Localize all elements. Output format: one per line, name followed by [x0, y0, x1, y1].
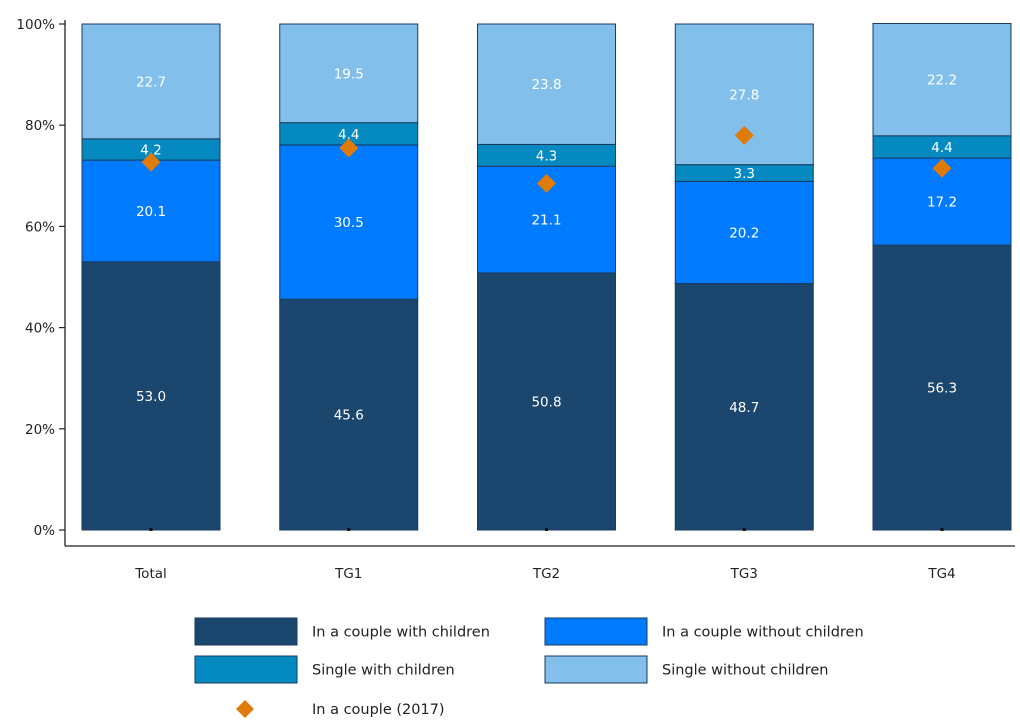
legend-label-marker: In a couple (2017) [312, 702, 445, 718]
legend-label-3: Single without children [662, 663, 828, 679]
bar-segment-TG3-1 [674, 180, 814, 285]
data-label-TG4-1: 17.2 [927, 195, 957, 211]
data-label-TG1-3: 19.5 [334, 66, 364, 82]
y-tick-label-4: 80% [25, 118, 55, 134]
bar-group-TG4: 56.3 17.2 4.4 22.2 [872, 22, 1012, 531]
bar-segment-TG4-3 [872, 22, 1012, 137]
bar-base-tick-TG2 [545, 528, 548, 531]
bar-segment-Total-1 [81, 159, 221, 263]
data-label-TG4-2: 4.4 [931, 140, 952, 156]
data-label-Total-3: 22.7 [136, 74, 166, 90]
bar-base-tick-TG1 [347, 528, 351, 531]
bar-segment-Total-3 [81, 23, 221, 140]
legend-item-3: Single without children [544, 655, 828, 684]
legend-swatch-1 [544, 617, 648, 646]
x-axis: Total TG1 TG2 TG3 TG4 [65, 545, 1015, 582]
data-label-TG1-0: 45.6 [334, 408, 364, 424]
data-label-Total-0: 53.0 [136, 389, 166, 405]
bar-group-TG1: 45.6 30.5 4.4 19.5 [279, 23, 419, 531]
legend-swatch-2 [194, 655, 298, 684]
y-tick-label-1: 20% [25, 422, 55, 438]
marker-TG3 [734, 125, 754, 145]
data-label-TG1-1: 30.5 [334, 215, 364, 231]
bar-segment-TG1-3 [279, 23, 419, 124]
y-tick-label-0: 0% [34, 523, 56, 539]
x-tick-label-TG3: TG3 [730, 566, 758, 582]
marker-TG2 [537, 173, 556, 193]
data-label-TG2-3: 23.8 [531, 77, 561, 93]
bar-segment-TG4-0 [872, 244, 1012, 531]
data-label-TG2-0: 50.8 [531, 394, 561, 410]
bar-group-TG3: 48.7 20.2 3.3 27.8 [674, 23, 814, 531]
data-label-TG4-3: 22.2 [927, 73, 957, 89]
legend-item-marker: In a couple (2017) [236, 700, 445, 718]
y-tick-label-5: 100% [16, 17, 55, 33]
legend-marker-diamond [236, 700, 254, 718]
marker-Total [141, 152, 161, 172]
bar-segment-TG1-1 [279, 144, 419, 300]
bar-base-tick-Total [149, 528, 153, 531]
x-tick-label-TG2: TG2 [532, 566, 560, 582]
bar-segment-TG3-0 [674, 283, 814, 531]
data-label-TG4-0: 56.3 [927, 381, 957, 397]
legend-item-1: In a couple without children [544, 617, 864, 646]
legend-item-0: In a couple with children [194, 617, 490, 646]
x-tick-label-Total: Total [134, 566, 167, 582]
bars: 53.0 20.1 4.2 22.7 45.6 30.5 4.4 19.5 50.8 21.1 4.… [81, 22, 1012, 531]
legend-label-2: Single with children [312, 663, 455, 679]
data-label-Total-1: 20.1 [136, 204, 166, 220]
y-tick-label-2: 40% [25, 321, 55, 337]
y-axis: 0% 20% 40% 60% 80% 100% [16, 17, 66, 546]
legend-label-1: In a couple without children [662, 625, 864, 641]
legend: In a couple with children In a couple wit… [194, 617, 864, 718]
bar-base-tick-TG3 [742, 528, 746, 531]
bar-segment-TG2-0 [477, 272, 616, 531]
x-tick-label-TG1: TG1 [334, 566, 362, 582]
bar-group-TG2: 50.8 21.1 4.3 23.8 [477, 23, 616, 531]
data-label-TG2-1: 21.1 [531, 213, 561, 229]
x-tick-label-TG4: TG4 [927, 566, 955, 582]
bar-segment-TG1-0 [279, 298, 419, 531]
data-label-TG2-2: 4.3 [536, 148, 557, 164]
bar-base-tick-TG4 [940, 528, 944, 531]
legend-item-2: Single with children [194, 655, 455, 684]
data-label-Total-2: 4.2 [140, 142, 161, 158]
markers [141, 125, 952, 193]
marker-TG1 [339, 138, 359, 158]
legend-label-0: In a couple with children [312, 625, 490, 641]
data-label-TG3-3: 27.8 [729, 87, 759, 103]
legend-swatch-0 [194, 617, 298, 646]
bar-group-Total: 53.0 20.1 4.2 22.7 [81, 23, 221, 531]
data-label-TG1-2: 4.4 [338, 127, 359, 143]
y-tick-label-3: 60% [25, 219, 55, 235]
data-label-TG3-0: 48.7 [729, 400, 759, 416]
bar-segment-TG2-3 [477, 23, 616, 145]
data-label-TG3-2: 3.3 [734, 166, 755, 182]
data-label-TG3-1: 20.2 [729, 225, 759, 241]
legend-swatch-3 [544, 655, 648, 684]
marker-TG4 [932, 158, 952, 178]
